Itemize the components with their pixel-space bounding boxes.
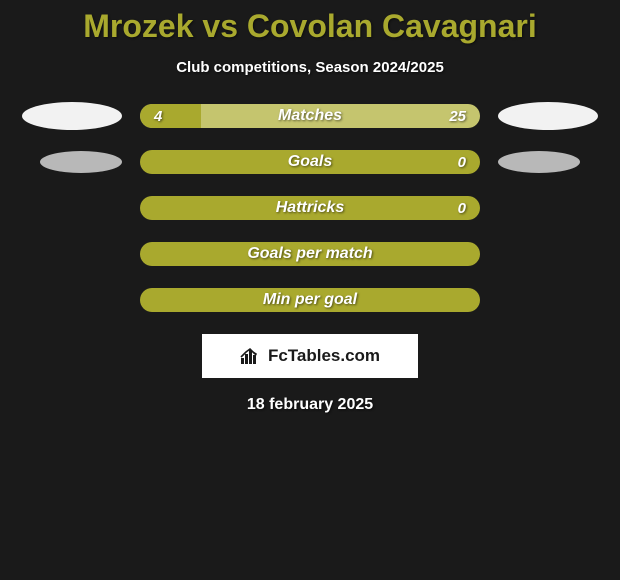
player-left-oval [22,102,122,130]
subtitle: Club competitions, Season 2024/2025 [0,59,620,76]
stat-label: Goals [140,150,480,174]
player-right-oval [498,102,598,130]
stat-row: Goals per match [0,242,620,266]
stat-label: Hattricks [140,196,480,220]
page-title: Mrozek vs Covolan Cavagnari [0,8,620,45]
stats-area: 425Matches 0Goals 0Hattricks Goals per matc… [0,104,620,312]
logo-text: FcTables.com [268,346,380,366]
stat-row: 0Hattricks [0,196,620,220]
stat-label: Goals per match [140,242,480,266]
stat-label: Min per goal [140,288,480,312]
stat-bar: 0Hattricks [140,196,480,220]
stat-bar: Min per goal [140,288,480,312]
bar-chart-icon [240,346,262,366]
stat-row: 0Goals [0,150,620,174]
stat-label: Matches [140,104,480,128]
player-right-oval [498,151,580,173]
stat-bar: 425Matches [140,104,480,128]
stat-row: Min per goal [0,288,620,312]
stat-row: 425Matches [0,104,620,128]
player-left-oval [40,151,122,173]
stat-bar: Goals per match [140,242,480,266]
logo-box: FcTables.com [202,334,418,378]
stat-bar: 0Goals [140,150,480,174]
date-line: 18 february 2025 [0,396,620,414]
comparison-card: Mrozek vs Covolan Cavagnari Club competi… [0,0,620,414]
